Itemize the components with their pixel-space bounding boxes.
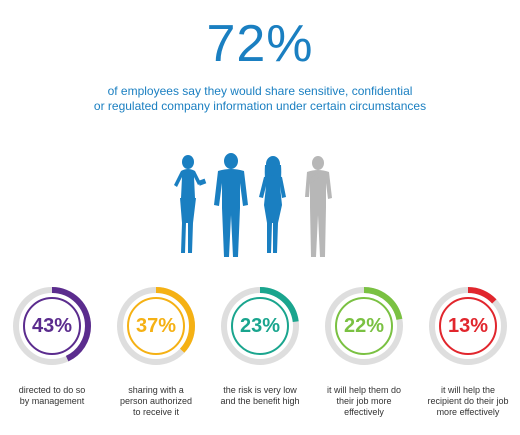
stat-percentage: 13% xyxy=(447,315,489,337)
stat-low-risk-high-benefit: 23% the risk is very low and the benefit… xyxy=(208,285,312,435)
stat-percentage: 22% xyxy=(343,315,385,337)
person-2-silhouette xyxy=(214,153,248,257)
progress-ring-fill xyxy=(221,287,299,365)
caption-line: directed to do so xyxy=(18,385,86,395)
progress-ring-fill xyxy=(117,287,195,365)
progress-ring-fill xyxy=(429,287,507,365)
progress-ring-inner-outline xyxy=(231,297,289,355)
stat-percentage: 43% xyxy=(31,315,73,337)
stat-caption: it will help the recipient do their job … xyxy=(416,385,520,418)
person-4-silhouette xyxy=(305,156,332,257)
progress-ring-inner-outline xyxy=(127,297,185,355)
headline-subtitle: of employees say they would share sensit… xyxy=(0,84,520,114)
caption-line: by management xyxy=(19,396,85,406)
caption-line: recipient do their job xyxy=(427,396,509,406)
progress-ring-inner-outline xyxy=(335,297,393,355)
stat-help-own-job: 22% it will help them do their job more … xyxy=(312,285,416,435)
caption-line: their job more xyxy=(336,396,392,406)
progress-ring-fill xyxy=(13,287,91,365)
caption-line: and the benefit high xyxy=(220,396,300,406)
progress-ring-fill xyxy=(325,287,403,365)
stat-percentage: 37% xyxy=(135,315,177,337)
caption-line: sharing with a xyxy=(128,385,184,395)
progress-ring-inner-outline xyxy=(23,297,81,355)
headline-percentage: 72% xyxy=(206,15,314,73)
subtitle-line-1: of employees say they would share sensit… xyxy=(107,84,413,98)
progress-ring-inner-outline xyxy=(439,297,497,355)
caption-line: effectively xyxy=(344,407,384,417)
people-silhouettes-icon xyxy=(174,153,332,257)
person-1-silhouette xyxy=(174,155,207,253)
stat-caption: sharing with a person authorized to rece… xyxy=(104,385,208,418)
stat-caption: it will help them do their job more effe… xyxy=(312,385,416,418)
progress-ring xyxy=(221,287,299,365)
person-3-silhouette xyxy=(259,156,286,253)
caption-line: it will help them do xyxy=(326,385,402,395)
caption-line: it will help the xyxy=(440,385,496,395)
progress-ring xyxy=(429,287,507,365)
progress-ring xyxy=(325,287,403,365)
progress-ring xyxy=(117,287,195,365)
stat-caption: the risk is very low and the benefit hig… xyxy=(208,385,312,407)
subtitle-line-2: or regulated company information under c… xyxy=(93,99,427,113)
stat-help-recipient-job: 13% it will help the recipient do their … xyxy=(416,285,520,435)
stat-directed-by-management: 43% directed to do so by management xyxy=(0,285,104,435)
stat-caption: directed to do so by management xyxy=(0,385,104,407)
caption-line: more effectively xyxy=(436,407,500,417)
progress-ring xyxy=(13,287,91,365)
caption-line: to receive it xyxy=(132,407,180,417)
stat-percentage: 23% xyxy=(239,315,281,337)
caption-line: the risk is very low xyxy=(223,385,297,395)
stat-authorized-person: 37% sharing with a person authorized to … xyxy=(104,285,208,435)
stats-row: 43% directed to do so by management 37% … xyxy=(0,285,520,435)
caption-line: person authorized xyxy=(119,396,193,406)
